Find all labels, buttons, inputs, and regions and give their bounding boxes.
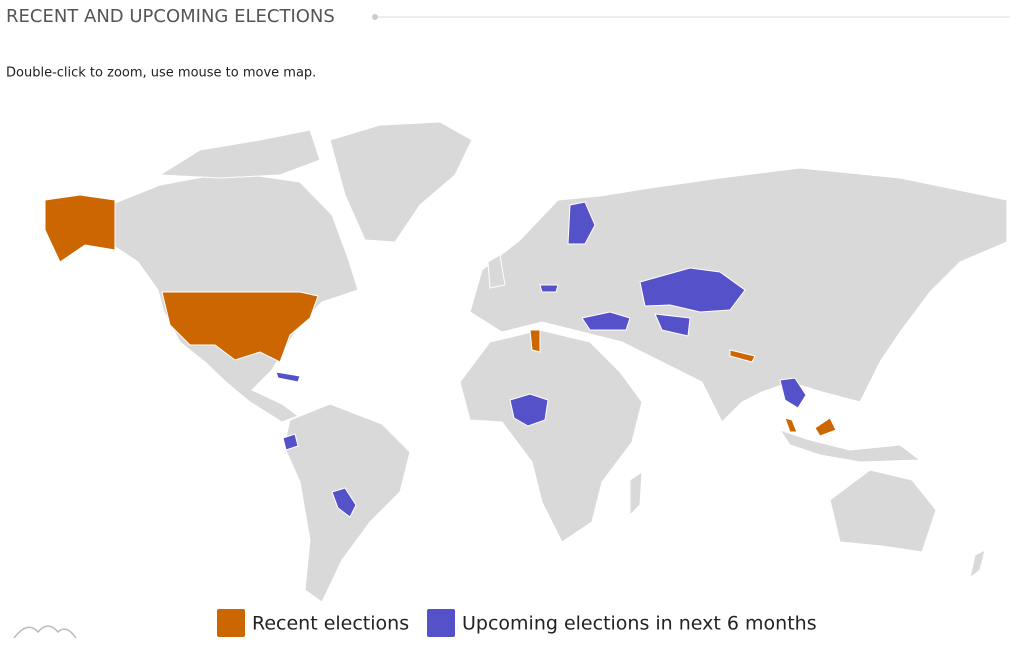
legend-swatch — [427, 609, 455, 637]
uk — [487, 254, 506, 289]
legend-label: Recent elections — [252, 613, 409, 635]
world-map[interactable] — [44, 121, 1008, 603]
indonesia — [778, 429, 922, 463]
turkey — [581, 311, 631, 331]
legend: Recent elections Upcoming elections in ne… — [217, 609, 817, 637]
alaska — [44, 194, 116, 263]
usa — [161, 291, 319, 363]
instruction: Double-click to zoom, use mouse to move … — [6, 66, 316, 81]
legend-swatch — [217, 609, 245, 637]
logo — [13, 625, 77, 639]
australia — [829, 469, 937, 553]
legend-label: Upcoming elections in next 6 months — [462, 613, 817, 635]
paraguay — [331, 487, 357, 518]
africa — [459, 329, 643, 543]
thailand-cambodia — [779, 377, 807, 409]
nigeria — [509, 393, 549, 427]
title-dot — [372, 14, 378, 20]
madagascar — [629, 471, 643, 517]
ecuador — [282, 433, 299, 451]
new-zealand — [969, 549, 986, 580]
arctic-islands — [158, 129, 321, 179]
title: RECENT AND UPCOMING ELECTIONS — [6, 6, 335, 27]
finland — [567, 201, 596, 245]
turkmenistan-uzbekistan — [654, 313, 691, 337]
kazakhstan — [639, 267, 746, 313]
hungary — [539, 284, 559, 293]
greenland — [329, 121, 473, 243]
tunisia — [529, 329, 541, 353]
cuba — [275, 371, 301, 383]
nepal — [729, 349, 756, 363]
malaysia-east — [814, 417, 837, 437]
malaysia-west — [784, 417, 798, 433]
